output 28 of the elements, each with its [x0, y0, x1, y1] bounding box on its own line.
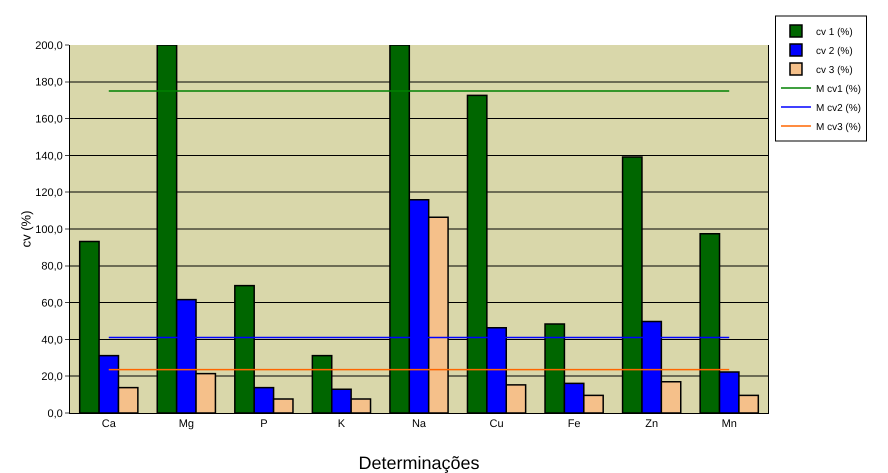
y-tick-label: 200,0 — [35, 40, 63, 52]
y-tick-label: 40,0 — [41, 334, 63, 346]
y-tick-label: 80,0 — [41, 260, 63, 273]
x-tick-label: Mg — [178, 418, 194, 430]
y-tick-label: 120,0 — [35, 187, 63, 200]
legend-label: M cv2 (%) — [816, 102, 861, 114]
y-tick-label: 140,0 — [35, 150, 63, 162]
y-tick-label: 160,0 — [35, 113, 63, 126]
x-tick-label: Ca — [102, 418, 117, 430]
legend-label: M cv3 (%) — [816, 122, 861, 133]
legend-label: cv 1 (%) — [816, 26, 853, 38]
legend-label: cv 3 (%) — [816, 64, 853, 76]
x-axis-title: Determinações — [358, 453, 480, 473]
legend-label: cv 2 (%) — [816, 46, 853, 57]
x-tick-label: Na — [412, 418, 427, 430]
x-tick-label: P — [260, 418, 268, 430]
x-tick-label: Fe — [568, 418, 581, 430]
x-tick-label: Mn — [722, 418, 737, 430]
legend-label: M cv1 (%) — [816, 84, 861, 95]
x-tick-label: Zn — [645, 418, 658, 430]
y-tick-label: 0,0 — [48, 408, 63, 420]
x-tick-label: K — [338, 418, 346, 430]
y-tick-label: 60,0 — [41, 297, 63, 310]
x-tick-label: Cu — [490, 418, 504, 430]
y-tick-label: 180,0 — [35, 76, 63, 89]
y-tick-label: 100,0 — [35, 224, 63, 236]
y-tick-label: 20,0 — [41, 371, 63, 384]
y-axis-title: cv (%) — [18, 210, 34, 248]
